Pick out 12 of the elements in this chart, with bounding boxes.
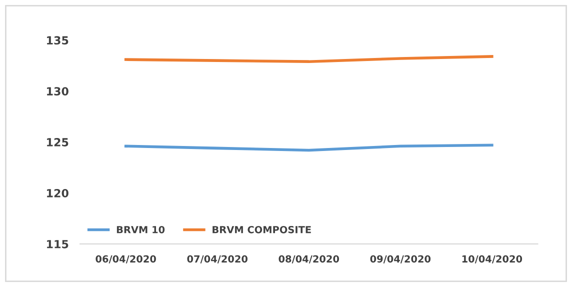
y-tick-label: 120 bbox=[47, 188, 68, 198]
y-tick-label: 125 bbox=[47, 138, 68, 146]
x-tick-label: 09/04/2020 bbox=[370, 255, 431, 264]
legend-label: BRVM 10 bbox=[116, 226, 165, 234]
y-tick-label: 130 bbox=[47, 87, 68, 96]
y-tick-label: 115 bbox=[47, 240, 68, 248]
x-tick-label: 06/04/2020 bbox=[96, 255, 156, 264]
x-tick-label: 08/04/2020 bbox=[278, 255, 340, 264]
y-tick-label: 135 bbox=[47, 36, 68, 45]
legend-label: BRVM COMPOSITE bbox=[212, 226, 311, 234]
x-tick-label: 07/04/2020 bbox=[187, 255, 248, 264]
x-tick-label: 10/04/2020 bbox=[462, 255, 522, 264]
